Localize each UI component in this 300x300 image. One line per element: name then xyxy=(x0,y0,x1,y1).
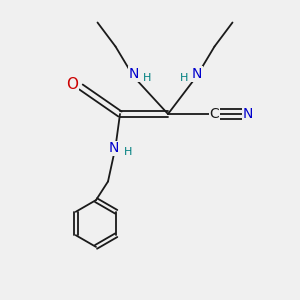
Text: N: N xyxy=(192,67,202,81)
Text: H: H xyxy=(143,73,151,83)
Text: C: C xyxy=(210,107,219,121)
Text: H: H xyxy=(180,73,188,83)
Text: N: N xyxy=(242,107,253,121)
Text: O: O xyxy=(66,76,78,92)
Text: N: N xyxy=(109,142,119,155)
Text: N: N xyxy=(129,67,139,81)
Text: H: H xyxy=(124,146,132,157)
